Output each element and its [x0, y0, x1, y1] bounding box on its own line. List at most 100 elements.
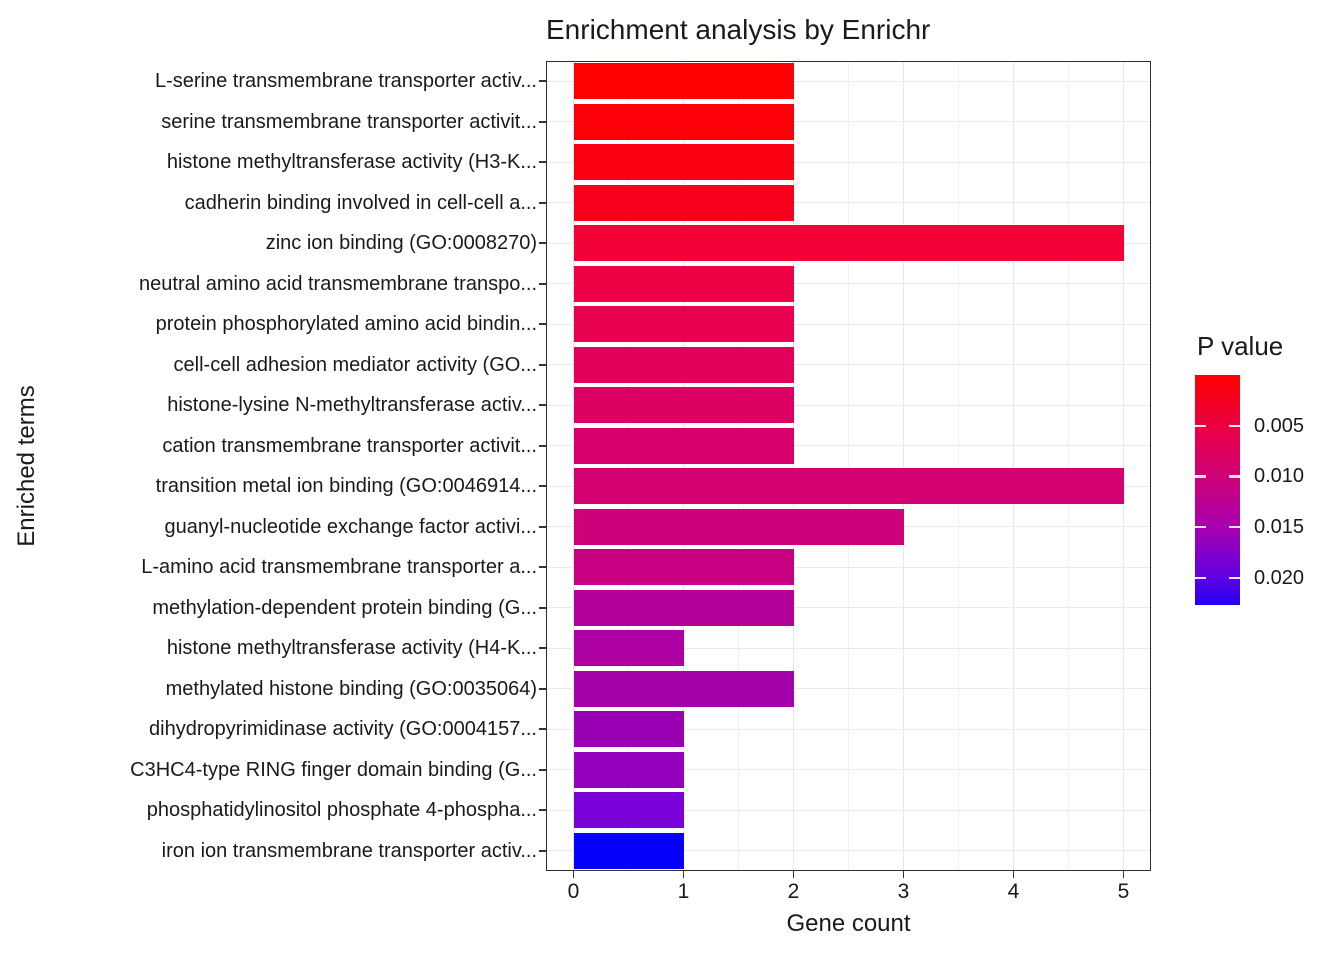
horizontal-gridline	[546, 688, 1151, 690]
y-axis-tick	[539, 161, 546, 164]
x-axis-tick-label: 4	[1007, 880, 1020, 903]
x-axis-tick	[682, 871, 685, 878]
legend-tick-right	[1229, 576, 1240, 580]
horizontal-gridline	[546, 364, 1151, 366]
vertical-gridline	[1067, 61, 1070, 871]
y-axis-label: iron ion transmembrane transporter activ…	[161, 839, 537, 862]
vertical-gridline	[1012, 61, 1015, 871]
horizontal-gridline	[546, 809, 1151, 811]
horizontal-gridline	[546, 647, 1151, 649]
y-axis-label: histone methyltransferase activity (H4-K…	[166, 637, 537, 660]
legend-tick-left	[1195, 424, 1206, 428]
y-axis-tick	[539, 728, 546, 731]
y-axis-label: dihydropyrimidinase activity (GO:0004157…	[149, 718, 537, 741]
y-axis-label: cell-cell adhesion mediator activity (GO…	[173, 353, 537, 376]
x-axis-tick-label: 0	[567, 880, 580, 903]
legend-tick-right	[1229, 525, 1240, 529]
horizontal-gridline	[546, 404, 1151, 406]
y-axis-label: methylation-dependent protein binding (G…	[152, 596, 537, 619]
bar	[573, 549, 794, 586]
x-axis-tick-label: 2	[787, 880, 800, 903]
y-axis-tick	[539, 809, 546, 812]
horizontal-gridline	[546, 850, 1151, 852]
y-axis-tick	[539, 525, 546, 528]
vertical-gridline	[902, 61, 905, 871]
plot-panel	[546, 61, 1151, 871]
y-axis-tick	[539, 566, 546, 569]
y-axis-label: zinc ion binding (GO:0008270)	[265, 232, 537, 255]
bar	[573, 670, 794, 707]
y-axis-label: histone-lysine N-methyltransferase activ…	[167, 394, 537, 417]
bar	[573, 225, 1124, 262]
bar	[573, 184, 794, 221]
vertical-gridline	[572, 61, 575, 871]
vertical-gridline	[847, 61, 850, 871]
bar	[573, 387, 794, 424]
bar	[573, 346, 794, 383]
y-axis-label: cation transmembrane transporter activit…	[162, 434, 537, 457]
bar	[573, 427, 794, 464]
y-axis-label: neutral amino acid transmembrane transpo…	[139, 272, 537, 295]
legend-tick-left	[1195, 475, 1206, 478]
bar	[573, 711, 684, 748]
y-axis-label: L-amino acid transmembrane transporter a…	[141, 556, 537, 579]
x-axis-tick-label: 5	[1117, 880, 1130, 903]
vertical-gridline	[792, 61, 795, 871]
y-axis-tick	[539, 120, 546, 123]
legend-tick-label: 0.010	[1254, 465, 1305, 488]
bar	[573, 630, 684, 667]
horizontal-gridline	[546, 121, 1151, 123]
vertical-gridline	[627, 61, 630, 871]
y-axis-tick	[539, 404, 546, 407]
legend-gradient-bar	[1195, 375, 1240, 605]
y-axis-tick	[539, 444, 546, 447]
y-axis-label: phosphatidylinositol phosphate 4-phospha…	[146, 799, 537, 822]
bar	[573, 63, 794, 100]
y-axis-tick	[539, 768, 546, 771]
bar	[573, 144, 794, 181]
legend-tick-left	[1195, 576, 1206, 580]
bar	[573, 468, 1124, 505]
horizontal-gridline	[546, 607, 1151, 609]
y-axis-label: protein phosphorylated amino acid bindin…	[155, 313, 537, 336]
y-axis-label: serine transmembrane transporter activit…	[161, 110, 537, 133]
bar	[573, 832, 684, 869]
y-axis-tick	[539, 80, 546, 83]
bar	[573, 103, 794, 140]
y-axis-tick	[539, 201, 546, 204]
horizontal-gridline	[546, 769, 1151, 771]
x-axis-tick-label: 3	[897, 880, 910, 903]
y-axis-label: cadherin binding involved in cell-cell a…	[184, 191, 537, 214]
bar	[573, 751, 684, 788]
x-axis-title: Gene count	[786, 910, 911, 937]
x-axis-tick	[1122, 871, 1125, 878]
x-axis-tick-label: 1	[677, 880, 690, 903]
x-axis-tick	[572, 871, 575, 878]
legend-tick-label: 0.015	[1254, 516, 1305, 539]
legend-tick-label: 0.020	[1254, 566, 1305, 589]
bar	[573, 792, 684, 829]
x-axis-tick	[792, 871, 795, 878]
horizontal-gridline	[546, 445, 1151, 447]
y-axis-tick	[539, 323, 546, 326]
vertical-gridline	[957, 61, 960, 871]
y-axis-tick	[539, 282, 546, 285]
horizontal-gridline	[546, 566, 1151, 568]
legend-tick-right	[1229, 475, 1240, 478]
legend-tick-right	[1229, 424, 1240, 428]
y-axis-label: C3HC4-type RING finger domain binding (G…	[130, 758, 537, 781]
bar	[573, 589, 794, 626]
horizontal-gridline	[546, 283, 1151, 285]
bar	[573, 508, 904, 545]
x-axis-tick	[902, 871, 905, 878]
horizontal-gridline	[546, 202, 1151, 204]
y-axis-label: guanyl-nucleotide exchange factor activi…	[164, 515, 537, 538]
legend-title: P value	[1197, 331, 1284, 361]
y-axis-tick	[539, 485, 546, 488]
y-axis-tick	[539, 687, 546, 690]
chart-title: Enrichment analysis by Enrichr	[546, 14, 931, 45]
bar	[573, 265, 794, 302]
y-axis-label: transition metal ion binding (GO:0046914…	[155, 475, 537, 498]
y-axis-label: methylated histone binding (GO:0035064)	[165, 677, 537, 700]
